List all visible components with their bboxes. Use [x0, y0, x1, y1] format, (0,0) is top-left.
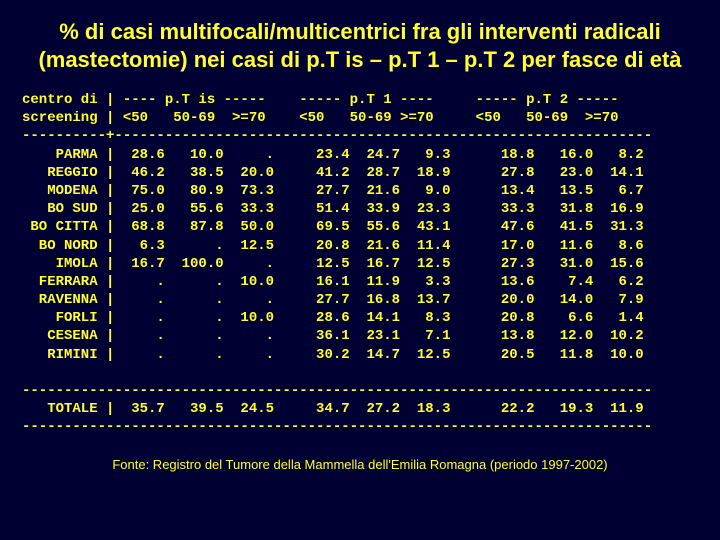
data-table: centro di | ---- p.T is ----- ----- p.T …	[22, 91, 698, 437]
source-footer: Fonte: Registro del Tumore della Mammell…	[22, 457, 698, 472]
slide: % di casi multifocali/multicentrici fra …	[0, 0, 720, 540]
slide-title: % di casi multifocali/multicentrici fra …	[22, 18, 698, 73]
